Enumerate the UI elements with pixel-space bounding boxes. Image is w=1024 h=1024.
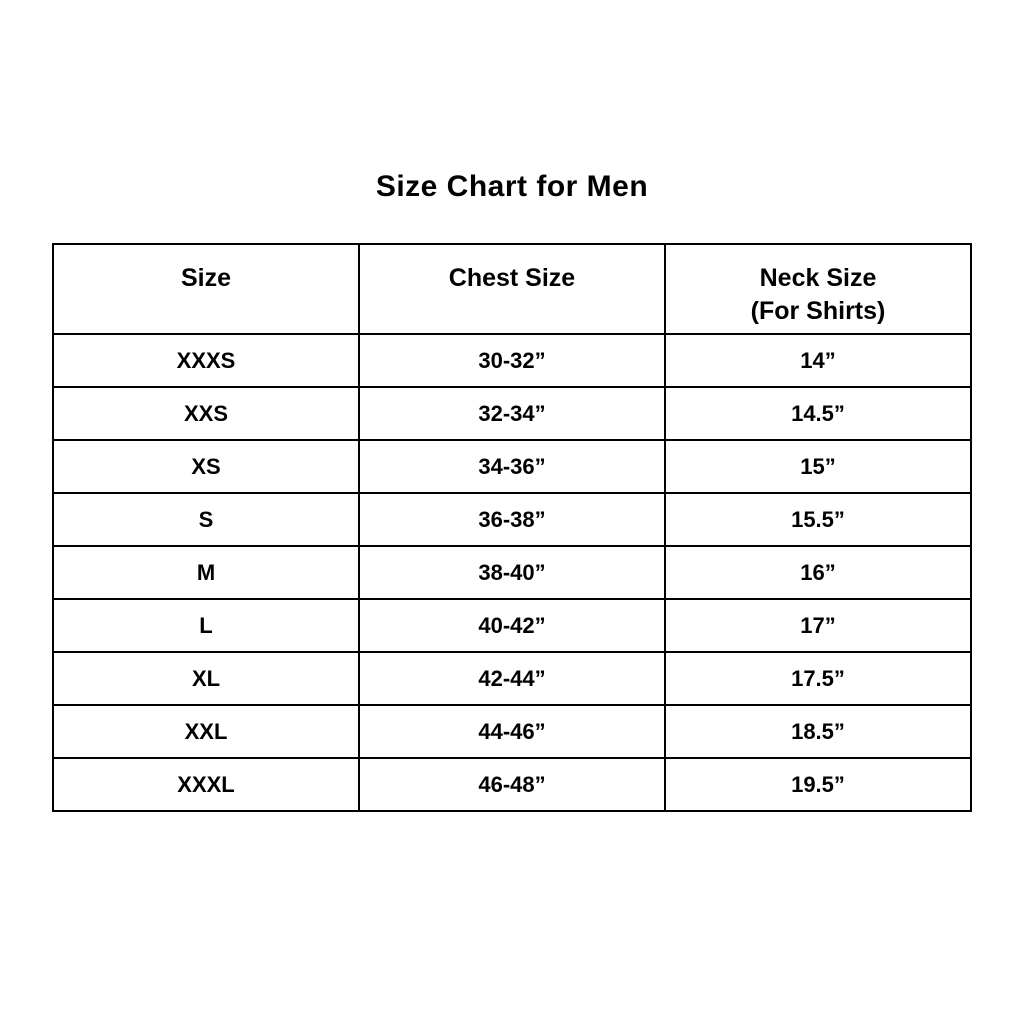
neck-size-cell: 19.5” bbox=[664, 757, 972, 812]
neck-size-cell: 15” bbox=[664, 439, 972, 494]
table-row: XL 42-44” 17.5” bbox=[52, 651, 972, 706]
table-row: S 36-38” 15.5” bbox=[52, 492, 972, 547]
chest-size-cell: 34-36” bbox=[358, 439, 666, 494]
chest-size-cell: 42-44” bbox=[358, 651, 666, 706]
table-header: Size Chest Size Neck Size (For Shirts) bbox=[52, 243, 972, 335]
neck-size-cell: 17” bbox=[664, 598, 972, 653]
table-body: XXXS 30-32” 14” XXS 32-34” 14.5” XS 34-3… bbox=[52, 333, 972, 812]
page-title: Size Chart for Men bbox=[375, 170, 649, 203]
table-row: M 38-40” 16” bbox=[52, 545, 972, 600]
neck-size-cell: 18.5” bbox=[664, 704, 972, 759]
size-cell: XXXS bbox=[52, 333, 360, 388]
header-row: Size Chest Size Neck Size (For Shirts) bbox=[52, 243, 972, 335]
table-row: XXL 44-46” 18.5” bbox=[52, 704, 972, 759]
chest-size-cell: 40-42” bbox=[358, 598, 666, 653]
column-header-chest-size: Chest Size bbox=[358, 243, 666, 335]
neck-size-cell: 14” bbox=[664, 333, 972, 388]
size-cell: XXS bbox=[52, 386, 360, 441]
chest-size-cell: 32-34” bbox=[358, 386, 666, 441]
column-header-neck-size: Neck Size (For Shirts) bbox=[664, 243, 972, 335]
chest-size-cell: 44-46” bbox=[358, 704, 666, 759]
neck-size-cell: 15.5” bbox=[664, 492, 972, 547]
chest-size-cell: 36-38” bbox=[358, 492, 666, 547]
size-chart-table: Size Chest Size Neck Size (For Shirts) X… bbox=[52, 243, 972, 812]
neck-size-cell: 14.5” bbox=[664, 386, 972, 441]
size-cell: XXL bbox=[52, 704, 360, 759]
table-row: XXXS 30-32” 14” bbox=[52, 333, 972, 388]
size-cell: XS bbox=[52, 439, 360, 494]
column-header-chest-label: Chest Size bbox=[448, 264, 576, 292]
table-row: XXXL 46-48” 19.5” bbox=[52, 757, 972, 812]
table-row: L 40-42” 17” bbox=[52, 598, 972, 653]
size-cell: M bbox=[52, 545, 360, 600]
table-row: XS 34-36” 15” bbox=[52, 439, 972, 494]
column-header-size: Size bbox=[52, 243, 360, 335]
column-header-neck-label-line1: Neck Size bbox=[759, 264, 877, 292]
column-header-size-label: Size bbox=[180, 264, 232, 292]
size-cell: XL bbox=[52, 651, 360, 706]
chest-size-cell: 46-48” bbox=[358, 757, 666, 812]
chest-size-cell: 38-40” bbox=[358, 545, 666, 600]
column-header-neck-label-line2: (For Shirts) bbox=[750, 297, 886, 325]
neck-size-cell: 16” bbox=[664, 545, 972, 600]
size-cell: L bbox=[52, 598, 360, 653]
size-cell: XXXL bbox=[52, 757, 360, 812]
chest-size-cell: 30-32” bbox=[358, 333, 666, 388]
size-cell: S bbox=[52, 492, 360, 547]
neck-size-cell: 17.5” bbox=[664, 651, 972, 706]
table-row: XXS 32-34” 14.5” bbox=[52, 386, 972, 441]
